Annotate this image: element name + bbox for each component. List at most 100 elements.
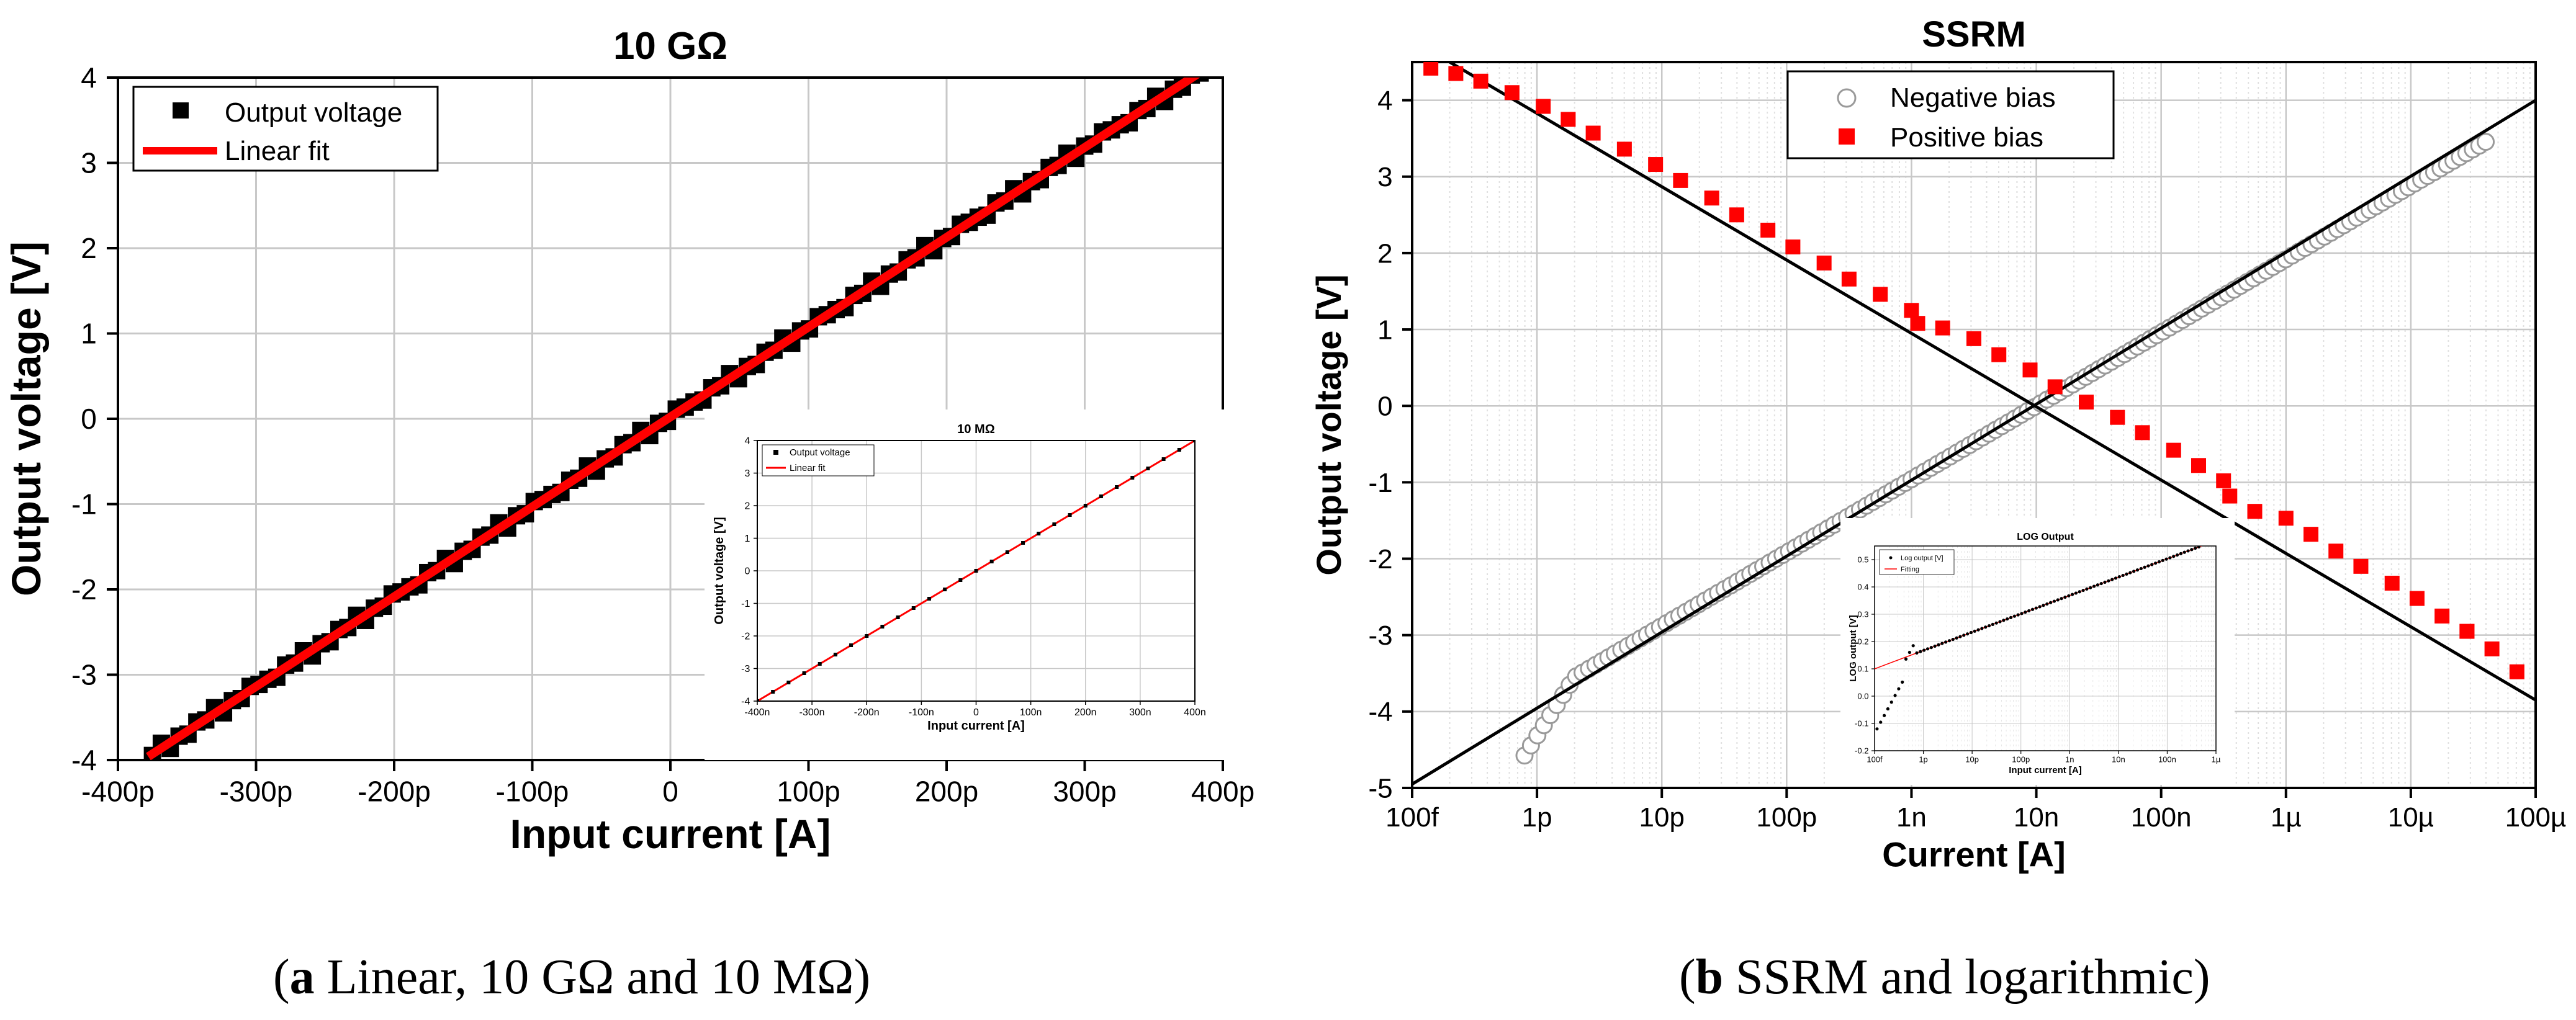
data-point-positive-bias — [1729, 207, 1744, 223]
y-tick-label: -5 — [1368, 773, 1392, 803]
data-point-log-output — [1951, 637, 1955, 642]
x-tick-label: 200n — [1074, 707, 1097, 718]
data-point-output-voltage — [1146, 467, 1150, 470]
data-point-log-output — [2150, 563, 2154, 566]
data-point-log-output — [2060, 597, 2063, 601]
plot-frame — [757, 440, 1196, 702]
data-point-positive-bias — [1904, 303, 1919, 318]
x-tick-label: 1µ — [2212, 755, 2221, 764]
chart-title: LOG Output — [2017, 532, 2074, 542]
data-point-log-output — [2190, 548, 2194, 552]
legend: Output voltage Linear fit — [132, 86, 439, 172]
data-point-log-output — [2125, 572, 2128, 576]
y-tick-label: -0.2 — [1855, 746, 1868, 756]
data-point-log-output — [1976, 628, 1980, 632]
x-tick-label: 1p — [1919, 755, 1927, 764]
data-point-log-output — [1947, 639, 1952, 643]
data-point-log-output — [1965, 632, 1970, 636]
data-point-log-output — [2024, 611, 2027, 614]
data-point-positive-bias — [1536, 99, 1551, 114]
legend-marker-log-output — [1889, 556, 1893, 560]
data-point-positive-bias — [2047, 379, 2063, 395]
data-point-log-output — [1984, 625, 1988, 629]
x-tick-label: 400n — [1184, 707, 1206, 718]
y-tick-label: 2 — [1377, 238, 1392, 269]
data-point-log-output — [2135, 568, 2140, 572]
data-point-output-voltage — [943, 588, 947, 591]
y-tick-label: -1 — [71, 488, 97, 521]
data-point-output-voltage — [974, 569, 978, 573]
data-point-log-output — [1893, 694, 1897, 697]
y-tick-label: 0.0 — [1857, 692, 1868, 701]
data-point-positive-bias — [2384, 575, 2400, 591]
data-point-log-output — [2182, 550, 2186, 554]
x-axis-label: Current [A] — [1882, 835, 2066, 874]
x-tick-label: 0 — [973, 707, 979, 718]
data-point-log-output — [2099, 581, 2103, 586]
x-tick-label: 100n — [2158, 755, 2176, 764]
data-point-output-voltage — [1193, 441, 1195, 442]
data-point-output-voltage — [1021, 541, 1025, 545]
legend-label-output-voltage: Output voltage — [790, 447, 850, 458]
legend-label-linear-fit: Linear fit — [790, 463, 826, 473]
data-point-log-output — [1897, 687, 1901, 691]
data-point-output-voltage — [1200, 52, 1218, 69]
x-tick-label: 100f — [1867, 755, 1883, 764]
x-tick-label: 10n — [2014, 802, 2059, 833]
caption-a: (a Linear, 10 GΩ and 10 MΩ) — [273, 950, 871, 1004]
data-point-log-output — [1925, 647, 1930, 651]
x-tick-label: -200p — [358, 775, 431, 807]
x-tick-label: -200n — [854, 707, 880, 718]
x-tick-label: 10p — [1965, 755, 1979, 764]
x-tick-label: 1n — [1896, 802, 1927, 833]
data-point-log-output — [1955, 636, 1958, 640]
y-tick-label: -3 — [1368, 620, 1392, 651]
y-tick-label: 0 — [1377, 391, 1392, 422]
caption-b-letter: b — [1695, 950, 1724, 1004]
data-point-log-output — [2161, 558, 2164, 562]
data-point-positive-bias — [2166, 442, 2181, 458]
legend: Log output [V] Fitting — [1879, 549, 1955, 575]
data-point-positive-bias — [1616, 141, 1632, 157]
data-point-log-output — [2081, 588, 2085, 593]
data-point-output-voltage — [1068, 513, 1072, 517]
plot-area — [143, 52, 1218, 760]
data-point-output-voltage — [1115, 485, 1119, 489]
x-tick-label: 10µ — [2388, 802, 2434, 833]
caption-b: (b SSRM and logarithmic) — [1679, 950, 2210, 1004]
data-point-output-voltage — [771, 690, 775, 694]
x-tick-label: 10n — [2112, 755, 2125, 764]
data-point-positive-bias — [2509, 664, 2524, 679]
data-point-positive-bias — [2135, 425, 2150, 441]
data-point-log-output — [2146, 564, 2150, 568]
y-tick-label: 4 — [744, 436, 750, 447]
data-point-log-output — [1904, 657, 1908, 661]
data-point-log-output — [2067, 594, 2071, 597]
x-tick-label: -100p — [496, 775, 569, 807]
data-point-log-output — [1969, 630, 1973, 635]
data-point-log-output — [2034, 606, 2038, 610]
data-point-log-output — [2056, 598, 2060, 602]
data-point-output-voltage — [1083, 504, 1088, 508]
x-tick-label: -100n — [909, 707, 934, 718]
chart-title: 10 GΩ — [613, 25, 727, 68]
plot-frame — [1411, 61, 2537, 789]
data-point-log-output — [2175, 553, 2179, 557]
data-point-log-output — [1911, 644, 1915, 648]
data-point-log-output — [2006, 617, 2009, 621]
data-point-log-output — [2027, 609, 2031, 613]
data-point-log-output — [1933, 644, 1937, 648]
y-tick-label: 0.5 — [1857, 555, 1868, 565]
data-point-log-output — [2168, 556, 2172, 560]
data-point-positive-bias — [1935, 320, 1950, 336]
data-point-positive-bias — [2353, 558, 2369, 574]
data-point-positive-bias — [1423, 62, 1439, 76]
data-point-log-output — [1987, 624, 1991, 628]
data-point-output-voltage — [1161, 457, 1166, 461]
plot-area — [757, 441, 1195, 701]
data-point-log-output — [2197, 546, 2201, 548]
data-point-log-output — [1991, 622, 1994, 626]
data-point-positive-bias — [1704, 190, 1719, 206]
linear-fit-line — [146, 78, 1200, 760]
data-point-log-output — [2020, 612, 2024, 615]
